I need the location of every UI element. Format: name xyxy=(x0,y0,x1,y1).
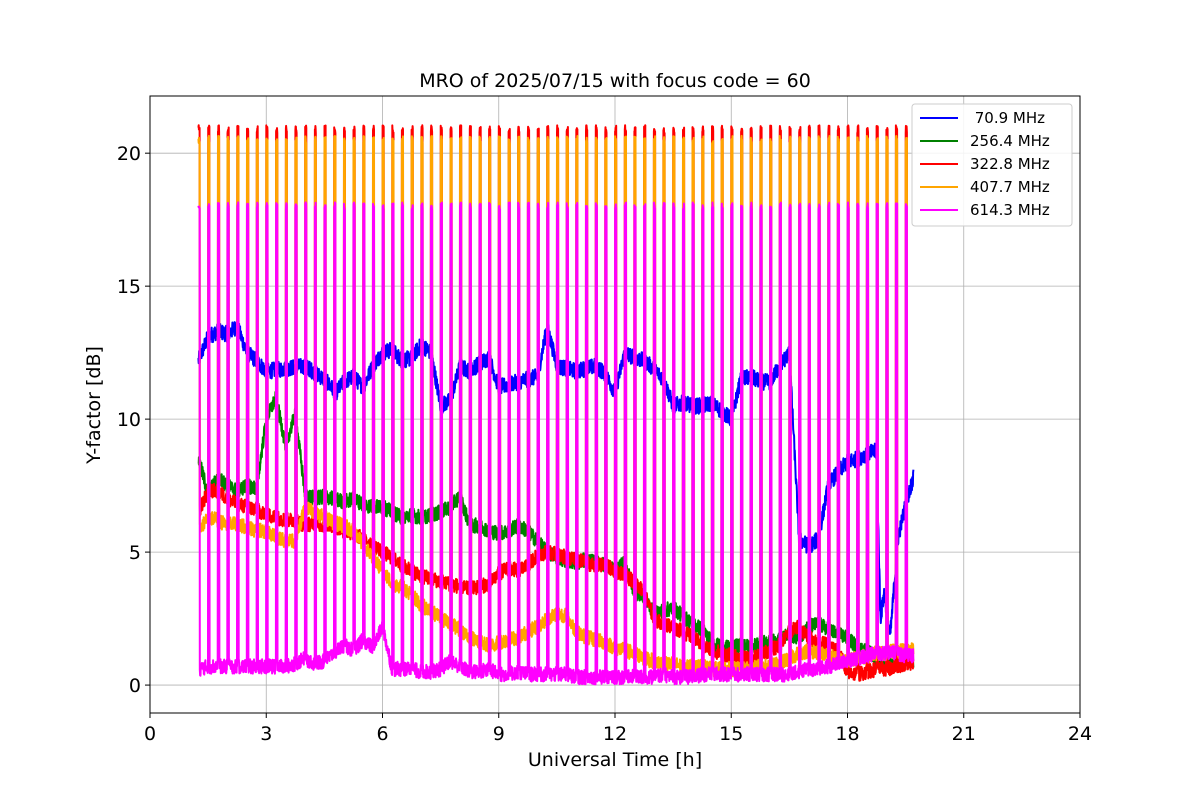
y-tick-label: 20 xyxy=(117,143,141,165)
x-tick-label: 6 xyxy=(376,723,388,745)
series-line xyxy=(197,201,915,686)
x-tick-label: 21 xyxy=(952,723,976,745)
y-tick-label: 10 xyxy=(117,409,141,431)
y-tick-label: 5 xyxy=(129,542,141,564)
x-tick-label: 15 xyxy=(719,723,743,745)
y-axis: 0 5 10 15 20 xyxy=(117,143,150,697)
legend-entry: 70.9 MHz xyxy=(970,109,1045,127)
y-axis-label: Y-factor [dB] xyxy=(83,346,105,465)
x-tick-label: 18 xyxy=(835,723,859,745)
legend-entry: 407.7 MHz xyxy=(970,178,1050,196)
series-layer xyxy=(197,124,915,686)
legend-entry: 256.4 MHz xyxy=(970,132,1050,150)
x-tick-label: 9 xyxy=(493,723,505,745)
y-tick-label: 0 xyxy=(129,675,141,697)
x-axis-label: Universal Time [h] xyxy=(528,749,702,771)
y-tick-label: 15 xyxy=(117,276,141,298)
legend-box xyxy=(911,103,1073,227)
x-tick-label: 24 xyxy=(1068,723,1092,745)
x-tick-label: 0 xyxy=(144,723,156,745)
chart-title: MRO of 2025/07/15 with focus code = 60 xyxy=(419,70,811,92)
legend: 70.9 MHz 256.4 MHz 322.8 MHz 407.7 MHz 614.3… xyxy=(911,103,1073,227)
x-tick-label: 12 xyxy=(603,723,627,745)
x-axis: 0 3 6 9 12 15 18 21 24 xyxy=(144,713,1092,745)
legend-entry: 322.8 MHz xyxy=(970,155,1050,173)
x-tick-label: 3 xyxy=(260,723,272,745)
legend-entry: 614.3 MHz xyxy=(970,201,1050,219)
